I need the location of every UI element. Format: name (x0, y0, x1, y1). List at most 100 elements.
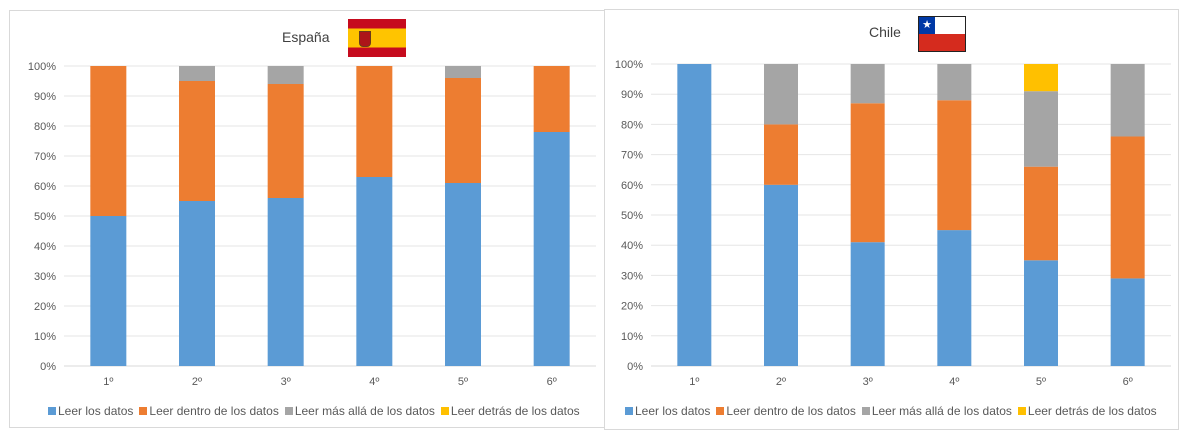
chart-panel-chile: Chile ★ 0% 10% 20% 30% 40% 50% 60% 70% 80% 90% 100… (604, 9, 1179, 430)
y-tick-label: 30% (34, 271, 56, 283)
bar-segment (850, 64, 885, 104)
x-tick-label: 2º (776, 376, 786, 388)
y-tick-label: 70% (34, 151, 56, 163)
legend-swatch (1017, 407, 1026, 415)
chart-plot-area: 0% 10% 20% 30% 40% 50% 60% 70% 80% 90% 100% 1º 2º 3º 4… (28, 61, 596, 388)
bar-segment (1024, 64, 1058, 92)
legend-label: Leer los datos (635, 404, 711, 418)
chile-flag-icon: ★ (918, 16, 966, 52)
bar-segment (267, 66, 304, 84)
legend-swatch (139, 407, 148, 415)
chart-panel-espana: España 0% 10% 20% 30% 40% 50% 60% 70% 80% 90% 100%… (9, 10, 605, 428)
bar-segment (1024, 166, 1058, 261)
bar-segment (445, 183, 481, 366)
legend-item: Leer los datos (48, 404, 133, 418)
y-tick-label: 60% (34, 181, 56, 193)
bar-segment (90, 216, 127, 366)
x-tick-label: 5º (458, 376, 468, 388)
y-tick-label: 10% (621, 331, 643, 343)
bar-segment (764, 124, 798, 185)
legend-item: Leer detrás de los datos (1017, 404, 1157, 418)
x-tick-label: 4º (949, 376, 959, 388)
chart-legend: Leer los datos Leer dentro de los datos Le… (48, 404, 586, 418)
legend-label: Leer dentro de los datos (149, 404, 279, 418)
bar-segment (937, 230, 972, 366)
bar-segment (533, 66, 570, 132)
legend-label: Leer detrás de los datos (1027, 404, 1157, 418)
bar-segment (445, 66, 481, 78)
legend-label: Leer detrás de los datos (450, 404, 580, 418)
legend-item: Leer más allá de los datos (284, 404, 435, 418)
y-tick-label: 20% (621, 301, 643, 313)
y-tick-label: 90% (34, 91, 56, 103)
y-tick-label: 40% (621, 240, 643, 252)
bar-segment (356, 177, 393, 366)
y-tick-label: 100% (615, 59, 643, 71)
bar-segment (1110, 278, 1145, 366)
x-tick-label: 2º (192, 376, 202, 388)
legend-label: Leer más allá de los datos (294, 404, 435, 418)
legend-label: Leer más allá de los datos (871, 404, 1012, 418)
legend-swatch (716, 407, 725, 415)
bar-segment (267, 84, 304, 198)
y-tick-label: 20% (34, 301, 56, 313)
x-tick-label: 6º (547, 376, 557, 388)
bar-segment (677, 64, 712, 366)
y-tick-label: 50% (621, 210, 643, 222)
y-tick-label: 50% (34, 211, 56, 223)
bar-segment (850, 103, 885, 243)
y-tick-label: 0% (40, 361, 56, 373)
bar-segment (937, 100, 972, 231)
legend-item: Leer más allá de los datos (861, 404, 1012, 418)
bar-segment (179, 66, 215, 81)
bar-segment (937, 64, 972, 101)
y-tick-label: 80% (34, 121, 56, 133)
legend-swatch (861, 407, 870, 415)
x-tick-label: 1º (689, 376, 699, 388)
legend-item: Leer los datos (625, 404, 710, 418)
legend-label: Leer los datos (58, 404, 134, 418)
legend-item: Leer dentro de los datos (716, 404, 856, 418)
bar-segment (90, 66, 127, 216)
legend-swatch (625, 407, 633, 415)
chart-legend: Leer los datos Leer dentro de los datos Le… (625, 404, 1163, 418)
x-tick-label: 3º (281, 376, 291, 388)
y-tick-label: 0% (627, 361, 643, 373)
y-tick-label: 10% (34, 331, 56, 343)
x-tick-label: 3º (863, 376, 873, 388)
legend-swatch (48, 407, 56, 415)
chart-title: España (282, 29, 330, 45)
bar-segment (533, 132, 570, 366)
bar-segment (850, 242, 885, 366)
bar-segment (764, 64, 798, 125)
chile-canton-icon: ★ (919, 17, 935, 34)
y-tick-label: 40% (34, 241, 56, 253)
y-tick-label: 100% (28, 61, 56, 73)
legend-label: Leer dentro de los datos (726, 404, 856, 418)
legend-item: Leer dentro de los datos (139, 404, 279, 418)
x-tick-label: 5º (1036, 376, 1046, 388)
bar-segment (356, 66, 393, 177)
x-tick-label: 1º (103, 376, 113, 388)
bar-segment (445, 78, 481, 183)
bar-segment (1024, 260, 1058, 366)
legend-swatch (284, 407, 293, 415)
bar-segment (267, 198, 304, 366)
bar-segment (179, 201, 215, 366)
bar-segment (764, 184, 798, 366)
x-tick-label: 6º (1123, 376, 1133, 388)
chart-title: Chile (869, 24, 901, 40)
legend-item: Leer detrás de los datos (440, 404, 580, 418)
spain-coat-of-arms-icon (359, 31, 371, 47)
bar-segment (179, 81, 215, 201)
bar-segment (1110, 136, 1145, 279)
y-tick-label: 90% (621, 89, 643, 101)
bar-segment (1024, 91, 1058, 167)
y-tick-label: 70% (621, 150, 643, 162)
x-tick-label: 4º (369, 376, 379, 388)
spain-flag-icon (348, 19, 406, 57)
chart-plot-area: 0% 10% 20% 30% 40% 50% 60% 70% 80% 90% 100% 1º 2º 3º 4… (615, 59, 1171, 388)
legend-swatch (440, 407, 449, 415)
y-tick-label: 60% (621, 180, 643, 192)
y-tick-label: 80% (621, 119, 643, 131)
